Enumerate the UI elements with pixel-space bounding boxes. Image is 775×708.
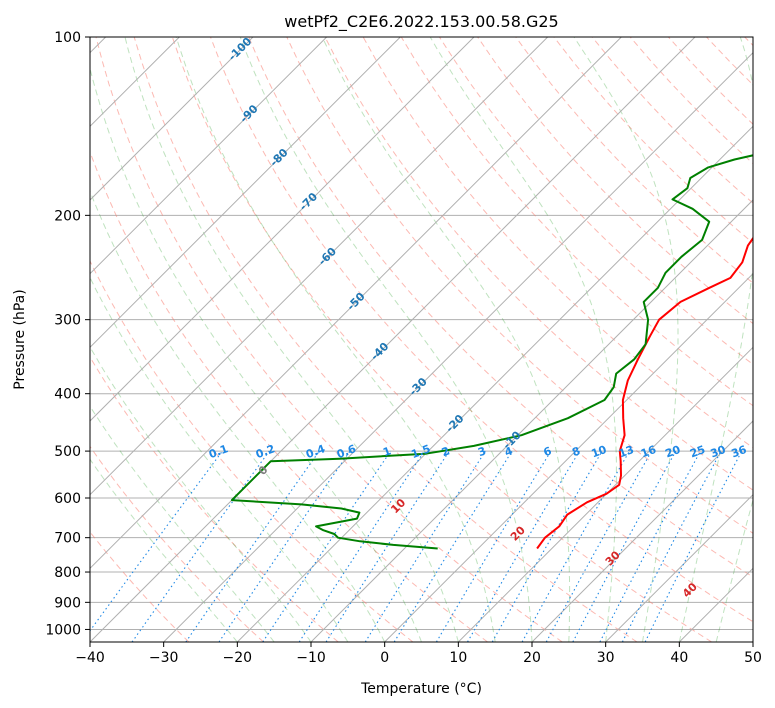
mixing-ratio-line [467,450,580,642]
y-tick-label: 100 [54,30,81,46]
mixing-ratio-label: 30 [709,443,728,461]
temperature-profile [536,236,753,550]
isotherm-line [531,420,753,642]
x-tick-label: −10 [296,650,326,666]
mixing-ratio-label: 1 [381,444,393,459]
y-tick-label: 200 [54,208,81,224]
mixing-ratio-label: 20 [663,443,682,461]
moist-adiabat-line [90,189,386,642]
y-axis-title: Pressure (hPa) [12,289,28,389]
mixing-ratio-line [393,450,513,642]
x-axis-title: Temperature (°C) [360,681,482,697]
moist-adiabat-line [715,497,753,642]
moist-adiabat-line [90,66,422,642]
mixing-ratio-label: 36 [730,443,749,461]
y-tick-label: 500 [54,444,81,460]
moist-adiabat-line [90,276,349,642]
mixing-ratio-label: 3 [476,444,488,459]
mixing-ratio-label: 1.5 [409,442,432,461]
isotherm-line [384,272,753,642]
mixing-ratio-line [364,450,486,642]
moist-adiabat-line [573,37,679,642]
mixing-ratio-label: 8 [570,444,582,459]
mixing-ratio-label: 16 [639,443,658,461]
x-tick-label: 40 [670,650,688,666]
mixing-ratio-label: 6 [542,444,554,459]
mixing-ratio-line [599,450,701,642]
isotherm-line [90,37,696,642]
moist-adiabat-line [678,37,753,642]
isotherm-line [90,37,401,349]
mixing-ratio-label: 25 [688,443,707,460]
mixing-ratio-label: 0.4 [304,442,327,461]
plot-area [90,37,753,642]
mixing-ratio-line [218,450,351,642]
mixing-ratio-label: 0.2 [254,442,277,461]
isotherms [90,37,753,642]
dry-adiabat-line [90,259,414,642]
dewpoint-profile [230,154,753,550]
isotherm-line [163,51,753,642]
x-tick-label: 30 [597,650,615,666]
x-tick-label: 50 [744,650,762,666]
moist-adiabat-line [239,37,533,642]
y-tick-label: 900 [54,595,81,611]
isotherm-line [752,641,753,642]
dry-adiabat-line [95,37,563,642]
dry-adiabat-line [171,37,712,642]
mixing-ratio-line [325,450,450,642]
isotherm-line [605,493,753,642]
moist-adiabat-line [90,458,238,642]
isotherm-line [90,37,328,275]
mixing-ratio-line [298,450,425,642]
moist-adiabat-line [175,37,496,642]
moist-adiabat-line [321,37,571,642]
y-tick-label: 800 [54,565,81,581]
axes: −40 −30 −20 −10 0 10 20 30 40 5010020030040050060… [45,30,762,666]
x-tick-label: −40 [75,650,105,666]
x-tick-label: 0 [380,650,389,666]
mixing-ratio-label: 10 [590,443,609,461]
mixing-ratio-label: 0.1 [207,442,230,461]
isotherm-line [90,37,475,422]
dry-adiabat-line [515,37,753,284]
dry-adiabat-line [210,37,753,623]
isotherm-line [457,346,753,642]
moist-adiabat-line [124,37,459,642]
mixing-ratio-line [262,450,392,642]
mixing-ratio-line [435,450,552,642]
y-tick-label: 700 [54,531,81,547]
mixing-ratio-label: 2 [440,444,452,459]
x-tick-label: 20 [523,650,541,666]
x-tick-label: 10 [449,650,467,666]
plot-frame [89,36,754,643]
dry-adiabat-line [90,445,264,642]
isotherm-line [90,37,549,496]
dry-adiabat-line [133,37,638,642]
chart-title: wetPf2_C2E6.2022.153.00.58.G25 [284,12,558,32]
y-tick-label: 1000 [45,622,81,638]
isotherm-line [236,125,753,642]
isotherm-line [90,37,254,201]
y-tick-label: 300 [54,313,81,329]
x-tick-label: −30 [149,650,179,666]
mixing-ratio-line [185,450,320,642]
isotherm-line [310,199,753,642]
mixing-ratio-label: 13 [617,443,636,460]
pressure-gridlines [90,37,753,630]
dry-adiabat-line [286,37,753,534]
mixing-ratio-lines [90,450,743,642]
isotherm-line [90,37,622,570]
mixing-ratio-label: 4 [503,444,515,459]
mixing-ratio-label: 0.6 [335,442,358,461]
mixing-ratio-line [572,450,677,642]
moist-adiabat-line [90,405,275,642]
y-tick-label: 400 [54,387,81,403]
y-tick-label: 600 [54,491,81,507]
dry-adiabat-line [248,37,753,578]
dry-adiabat-line [324,37,753,491]
x-tick-label: −20 [223,650,253,666]
profiles [230,154,753,550]
